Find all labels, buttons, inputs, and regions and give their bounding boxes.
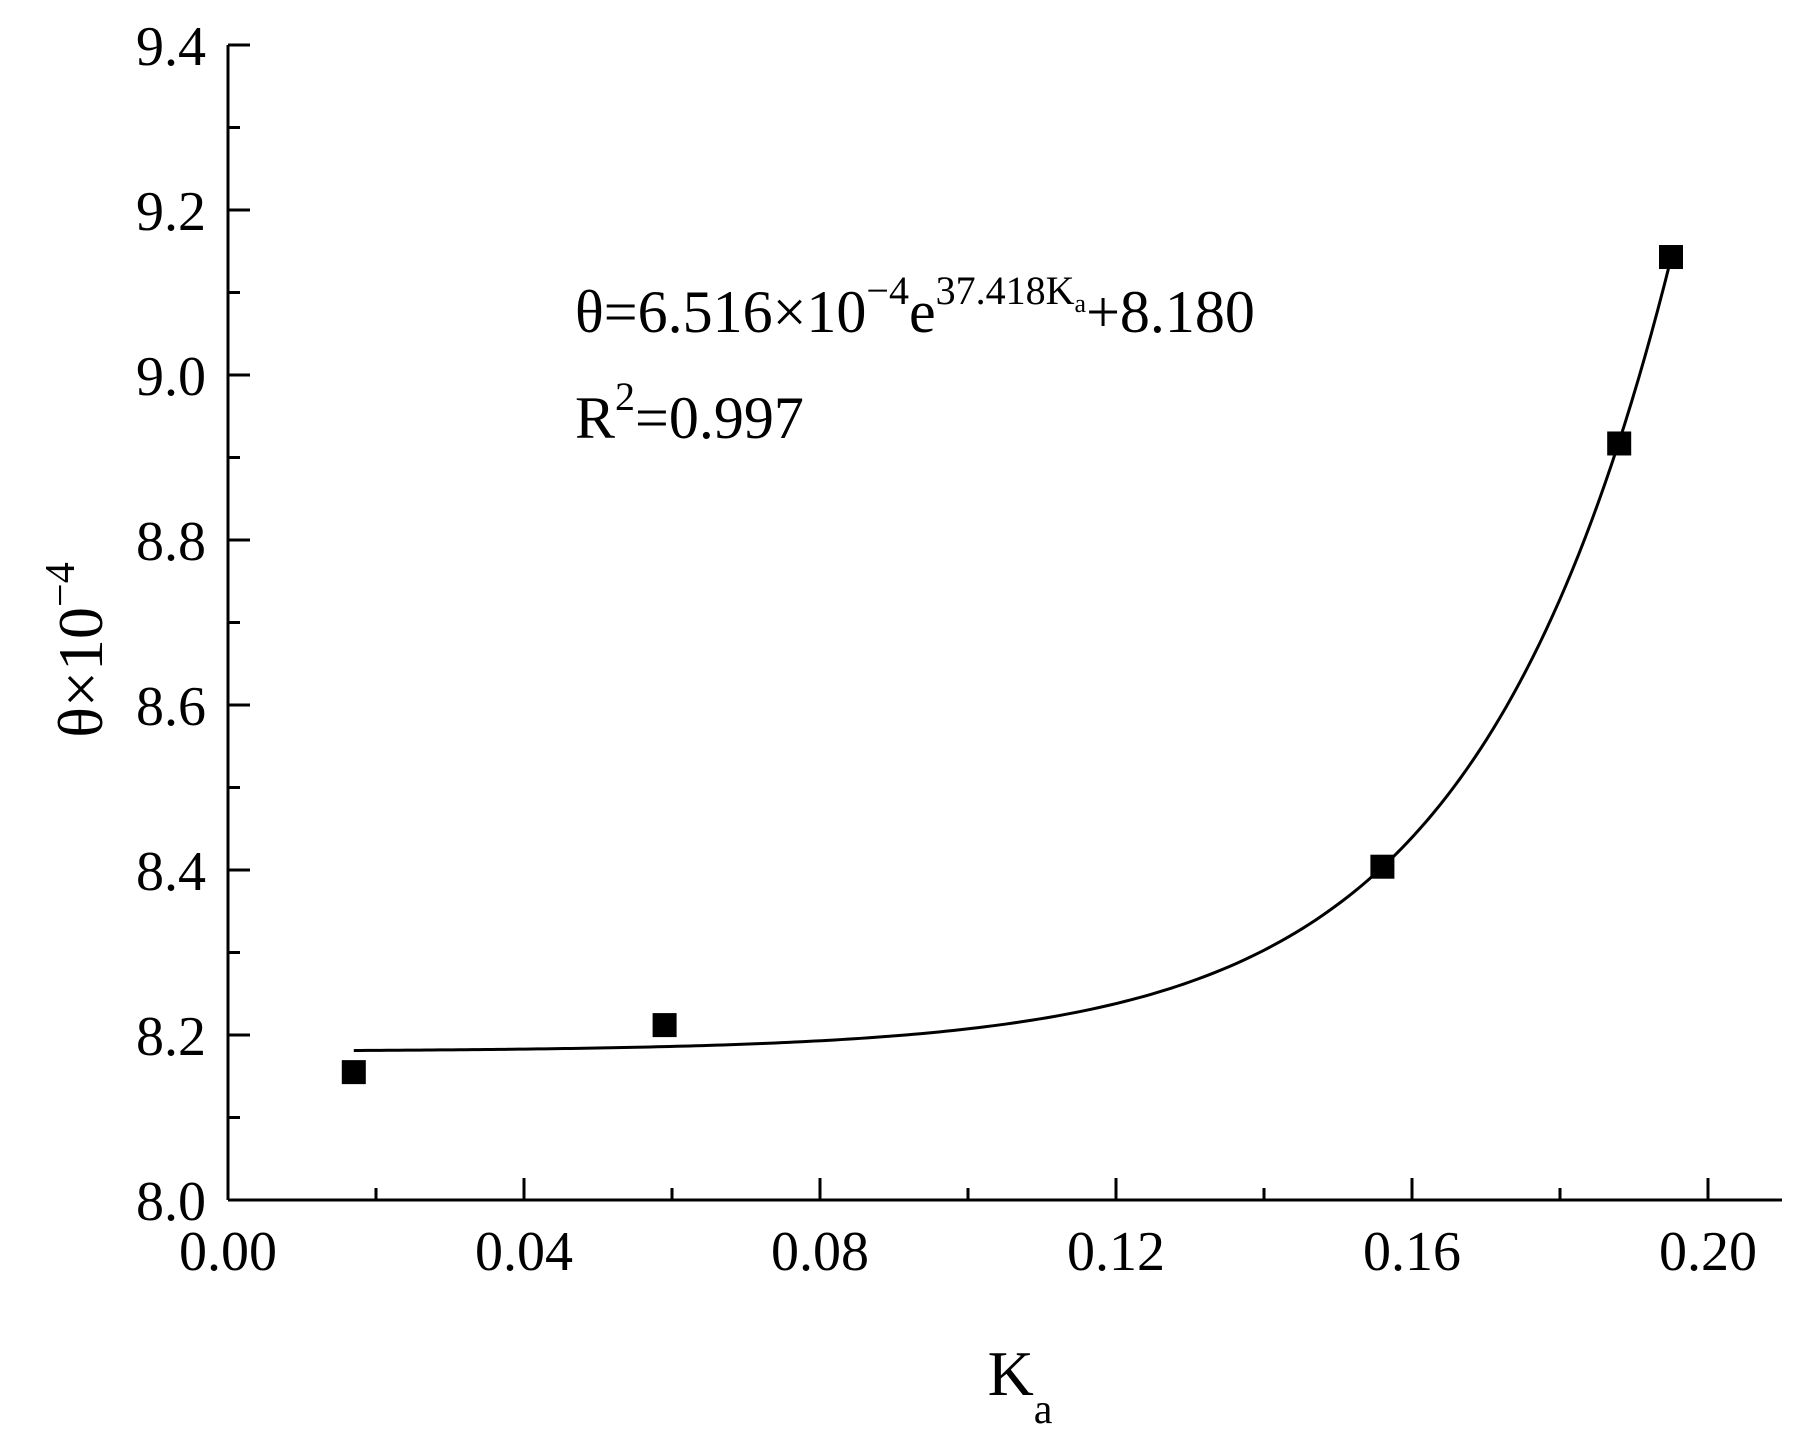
y-tick-label: 8.4 bbox=[136, 841, 206, 903]
x-axis-title: Ka bbox=[988, 1338, 1053, 1433]
x-tick-label: 0.20 bbox=[1659, 1221, 1757, 1283]
fit-equation: θ=6.516×10−4e37.418Ka+8.180 bbox=[575, 268, 1255, 345]
x-tick-label: 0.04 bbox=[475, 1221, 573, 1283]
y-tick-label: 8.8 bbox=[136, 511, 206, 573]
eq-sup2: 37.418K bbox=[936, 268, 1075, 313]
y-tick-label: 8.6 bbox=[136, 676, 206, 738]
ticks bbox=[226, 43, 1710, 1202]
tick-labels: 0.00 0.04 0.08 0.12 0.16 0.20 8.0 8.2 8.4 8.6 8.8 9… bbox=[136, 16, 1757, 1283]
y-axis-title-main: θ×10 bbox=[45, 607, 116, 738]
y-tick-label: 8.0 bbox=[136, 1171, 206, 1233]
x-tick-label: 0.08 bbox=[771, 1221, 869, 1283]
eq-part1: θ=6.516×10 bbox=[575, 279, 866, 345]
r-squared: R2=0.997 bbox=[575, 374, 804, 451]
x-tick-label: 0.16 bbox=[1363, 1221, 1461, 1283]
r2-part2: =0.997 bbox=[635, 385, 804, 451]
y-tick-label: 9.4 bbox=[136, 16, 206, 78]
data-points bbox=[341, 245, 1683, 1085]
y-axis-title: θ×10−4 bbox=[38, 562, 116, 737]
data-point bbox=[341, 1060, 366, 1085]
data-point bbox=[1607, 431, 1632, 456]
r2-sup: 2 bbox=[615, 374, 635, 419]
x-tick-label: 0.00 bbox=[179, 1221, 277, 1283]
r2-part1: R bbox=[575, 385, 615, 451]
fit-curve bbox=[353, 258, 1673, 1052]
data-point bbox=[1370, 854, 1395, 879]
eq-sup1: −4 bbox=[866, 268, 909, 313]
x-axis-title-main: K bbox=[988, 1338, 1034, 1409]
eq-part3: +8.180 bbox=[1086, 279, 1255, 345]
data-point bbox=[1659, 245, 1683, 270]
y-tick-label: 9.2 bbox=[136, 181, 206, 243]
y-axis-title-sup: −4 bbox=[38, 562, 84, 607]
x-axis-title-sub: a bbox=[1034, 1387, 1053, 1433]
y-tick-label: 9.0 bbox=[136, 346, 206, 408]
y-tick-label: 8.2 bbox=[136, 1006, 206, 1068]
x-tick-label: 0.12 bbox=[1067, 1221, 1165, 1283]
data-point bbox=[652, 1013, 677, 1038]
eq-part2: e bbox=[909, 279, 936, 345]
eq-sub2: a bbox=[1075, 289, 1087, 318]
